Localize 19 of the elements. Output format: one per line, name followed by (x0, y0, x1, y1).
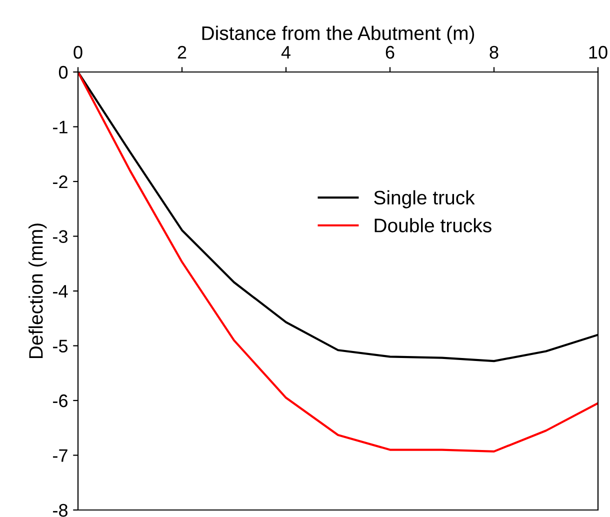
legend-label: Double trucks (374, 218, 492, 232)
x-tick-label: 10 (589, 46, 608, 59)
y-tick-label: 0 (58, 66, 68, 79)
y-tick-label: -5 (53, 340, 68, 352)
x-axis-title: Distance from the Abutment (m) (202, 26, 474, 44)
y-tick-label: -7 (53, 449, 68, 462)
y-tick-label: -6 (53, 394, 68, 408)
legend-label: Single truck (374, 190, 475, 208)
x-tick-label: 4 (281, 46, 290, 59)
y-tick-label: -2 (53, 175, 68, 188)
y-tick-label: -8 (53, 504, 68, 517)
x-tick-label: 8 (490, 46, 498, 59)
y-tick-label: -4 (53, 285, 68, 298)
x-tick-label: 6 (386, 46, 394, 59)
y-axis-title: Deflection (mm) (28, 224, 47, 358)
x-tick-label: 2 (178, 46, 186, 59)
x-tick-label: 0 (74, 46, 82, 59)
y-tick-label: -3 (53, 230, 68, 243)
y-tick-label: -1 (53, 120, 68, 134)
